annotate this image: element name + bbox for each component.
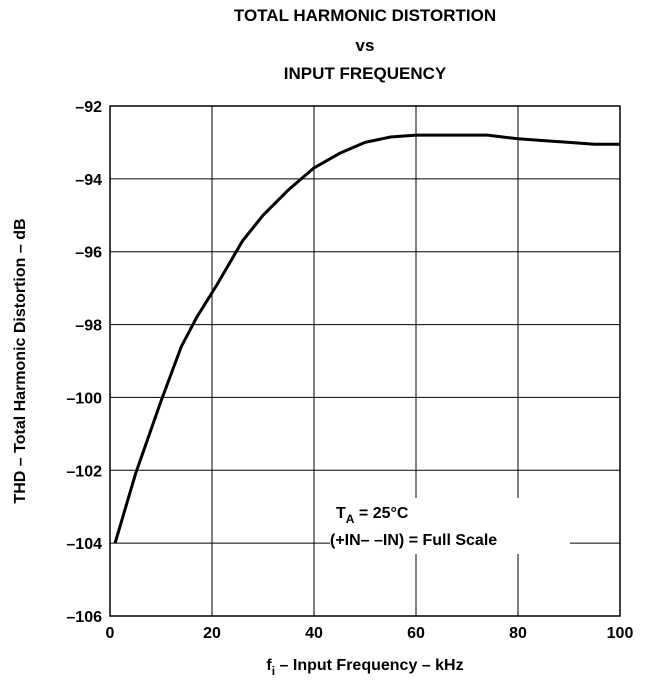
annotation-ta-main: T — [336, 505, 346, 522]
x-tick-label: 20 — [203, 625, 221, 642]
x-axis-label: fi – Input Frequency – kHz — [266, 657, 463, 678]
x-axis-ticks: 0 20 40 60 80 100 — [106, 625, 634, 642]
annotation-ta-rest: = 25°C — [354, 505, 408, 522]
annotation-background — [330, 498, 570, 554]
x-axis-label-main: f — [266, 657, 272, 674]
y-tick-label: –98 — [75, 318, 102, 335]
annotation-ta: TA = 25°C — [336, 505, 409, 526]
x-tick-label: 60 — [407, 625, 425, 642]
y-tick-label: –92 — [75, 99, 102, 116]
x-tick-label: 0 — [106, 625, 115, 642]
y-tick-label: –94 — [75, 172, 102, 189]
y-tick-label: –106 — [66, 609, 102, 626]
x-tick-label: 80 — [509, 625, 527, 642]
x-axis-label-rest: – Input Frequency – kHz — [275, 657, 463, 674]
y-tick-label: –100 — [66, 390, 102, 407]
y-axis-ticks: –92 –94 –96 –98 –100 –102 –104 –106 — [66, 99, 102, 626]
thd-curve — [113, 133, 620, 544]
y-tick-label: –104 — [66, 536, 102, 553]
annotation-ta-sub: A — [346, 512, 355, 526]
x-tick-label: 40 — [305, 625, 323, 642]
annotation-condition: (+IN– –IN) = Full Scale — [330, 532, 497, 549]
chart-title-line-1: TOTAL HARMONIC DISTORTION — [233, 6, 497, 25]
y-axis-label: THD – Total Harmonic Distortion – dB — [12, 218, 29, 503]
chart-title-line-3: INPUT FREQUENCY — [283, 64, 447, 83]
x-axis-label-sub: i — [272, 664, 275, 678]
y-tick-label: –102 — [66, 463, 102, 480]
plot-frame — [109, 105, 621, 617]
y-tick-label: –96 — [75, 245, 102, 262]
chart-title-line-2: vs — [355, 36, 375, 55]
x-tick-label: 100 — [607, 625, 634, 642]
